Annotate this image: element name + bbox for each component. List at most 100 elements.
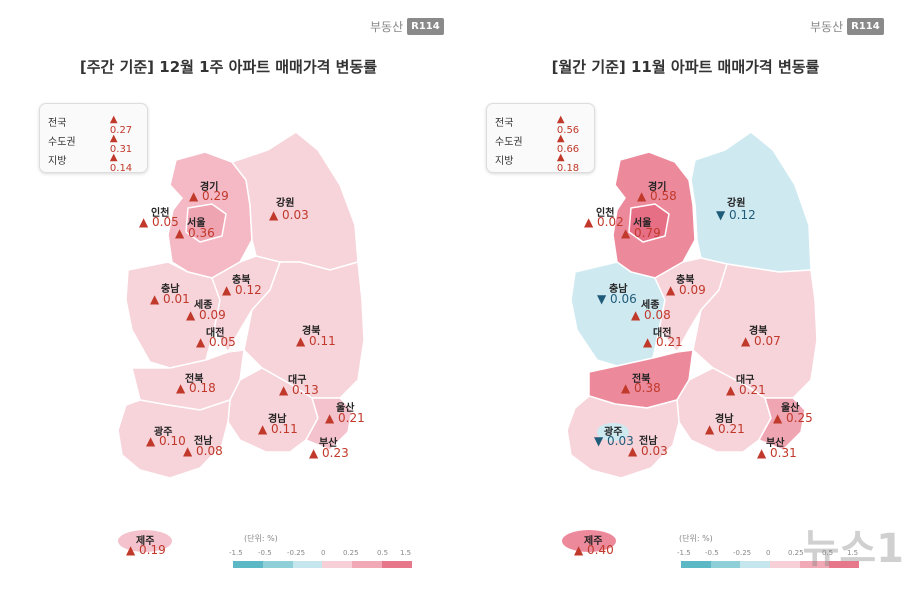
region-value: ▲ 0.31 bbox=[757, 446, 797, 460]
legend-tick: -0.5 bbox=[258, 549, 272, 557]
monthly-title: [월간 기준] 11월 아파트 매매가격 변동률 bbox=[551, 58, 820, 76]
weekly-title: [주간 기준] 12월 1주 아파트 매매가격 변동률 bbox=[79, 58, 378, 76]
region-value: ▲ 0.08 bbox=[631, 308, 671, 322]
brand-badge: R114 bbox=[847, 18, 884, 35]
map-ulsan-busan-region bbox=[757, 397, 806, 451]
legend-tick: 0.25 bbox=[788, 549, 804, 557]
region-value: ▼ 0.12 bbox=[716, 208, 756, 222]
legend-tick: 1.5 bbox=[847, 549, 859, 557]
region-label: 대전 bbox=[206, 328, 225, 339]
legend-tick: 0.25 bbox=[343, 549, 359, 557]
region-value: ▲ 0.07 bbox=[741, 334, 781, 348]
legend-tick: 1.5 bbox=[400, 549, 412, 557]
region-value: ▲ 0.58 bbox=[637, 189, 677, 203]
weekly-panel: 부동산 R114 [주간 기준] 12월 1주 아파트 매매가격 변동률 전국 ▲… bbox=[39, 18, 444, 568]
region-label: 제주 bbox=[584, 536, 603, 547]
region-value: ▲ 0.03 bbox=[628, 444, 668, 458]
map-chungnam-region bbox=[125, 261, 221, 369]
region-value: ▲ 0.21 bbox=[643, 335, 683, 349]
summary-row: 지방 ▲ 0.18 bbox=[495, 152, 580, 174]
map-gwangju-region bbox=[597, 423, 629, 441]
region-label: 경기 bbox=[200, 182, 219, 193]
region-value: ▲ 0.10 bbox=[146, 434, 186, 448]
region-label: 광주 bbox=[154, 427, 173, 438]
brand-logo: 부동산 R114 bbox=[370, 18, 444, 35]
monthly-summary-box: 전국 ▲ 0.56 수도권 ▲ 0.66 지방 ▲ 0.18 bbox=[486, 103, 595, 174]
region-label: 경북 bbox=[749, 326, 768, 337]
region-label: 충남 bbox=[609, 284, 628, 295]
region-label: 충남 bbox=[161, 284, 180, 295]
region-label: 전남 bbox=[194, 436, 213, 447]
region-label: 대구 bbox=[288, 375, 307, 386]
map-jeju-region bbox=[118, 530, 172, 552]
legend-swatch bbox=[322, 561, 353, 568]
legend-swatch bbox=[740, 561, 771, 568]
legend-tick: 0 bbox=[321, 549, 326, 557]
monthly-map bbox=[562, 131, 818, 552]
region-label: 충북 bbox=[676, 275, 695, 286]
region-value: ▲ 0.13 bbox=[279, 383, 319, 397]
legend-unit: (단위: %) bbox=[244, 534, 278, 543]
region-label: 세종 bbox=[194, 300, 213, 311]
legend-swatch bbox=[681, 561, 711, 568]
region-label: 인천 bbox=[151, 208, 170, 219]
region-value: ▲ 0.09 bbox=[186, 308, 226, 322]
legend-tick: -1.5 bbox=[677, 549, 691, 557]
region-label: 전남 bbox=[639, 436, 658, 447]
legend-unit: (단위: %) bbox=[679, 534, 713, 543]
region-value: ▲ 0.11 bbox=[296, 334, 336, 348]
legend-swatch bbox=[233, 561, 263, 568]
region-label: 충북 bbox=[232, 275, 251, 286]
region-value: ▲ 0.40 bbox=[574, 543, 614, 557]
region-value: ▲ 0.09 bbox=[666, 283, 706, 297]
region-value: ▲ 0.05 bbox=[196, 335, 236, 349]
legend-tick: 0.5 bbox=[822, 549, 834, 557]
region-value: ▲ 0.19 bbox=[126, 543, 166, 557]
map-jeonnam-region bbox=[117, 398, 231, 479]
region-value: ▲ 0.29 bbox=[189, 189, 229, 203]
region-label: 울산 bbox=[781, 403, 800, 414]
legend-swatch bbox=[262, 561, 293, 568]
legend-swatch bbox=[352, 561, 383, 568]
region-label: 광주 bbox=[604, 427, 623, 438]
region-value: ▲ 0.05 bbox=[139, 215, 179, 229]
region-label: 서울 bbox=[633, 218, 652, 229]
legend-swatch bbox=[382, 561, 412, 568]
region-label: 대구 bbox=[736, 375, 755, 386]
brand-name: 부동산 bbox=[810, 20, 844, 34]
region-label: 대전 bbox=[653, 328, 672, 339]
region-value: ▲ 0.38 bbox=[621, 381, 661, 395]
summary-row: 지방 ▲ 0.14 bbox=[48, 152, 133, 174]
map-jeju-region bbox=[562, 530, 616, 552]
region-value: ▼ 0.06 bbox=[597, 292, 637, 306]
weekly-summary-box: 전국 ▲ 0.27 수도권 ▲ 0.31 지방 ▲ 0.14 bbox=[39, 103, 148, 174]
region-value: ▲ 0.23 bbox=[309, 446, 349, 460]
legend-tick: -1.5 bbox=[229, 549, 243, 557]
brand-logo: 부동산 R114 bbox=[810, 18, 884, 35]
region-value: ▼ 0.03 bbox=[594, 434, 634, 448]
legend-tick: -0.5 bbox=[705, 549, 719, 557]
region-value: ▲ 0.21 bbox=[325, 411, 365, 425]
region-label: 경남 bbox=[268, 414, 287, 425]
legend-color-scale bbox=[233, 561, 412, 568]
map-seoul-region bbox=[185, 203, 227, 243]
region-label: 경기 bbox=[648, 182, 667, 193]
legend-swatch bbox=[710, 561, 741, 568]
legend-tick: -0.25 bbox=[287, 549, 306, 557]
summary-row: 전국 ▲ 0.56 bbox=[495, 114, 580, 136]
region-value: ▲ 0.01 bbox=[150, 292, 190, 306]
legend-color-scale bbox=[681, 561, 860, 568]
legend-swatch bbox=[799, 561, 830, 568]
region-label: 부산 bbox=[766, 438, 785, 449]
news1-watermark: 뉴스1 bbox=[802, 526, 904, 572]
legend-swatch bbox=[770, 561, 800, 568]
summary-row: 수도권 ▲ 0.31 bbox=[48, 133, 133, 155]
region-label: 세종 bbox=[641, 300, 660, 311]
region-label: 울산 bbox=[336, 403, 355, 414]
map-gangwon-region bbox=[690, 131, 812, 273]
region-value: ▲ 0.21 bbox=[726, 383, 766, 397]
legend-tick: -0.25 bbox=[733, 549, 752, 557]
region-label: 경남 bbox=[715, 414, 734, 425]
legend-tick: 0.5 bbox=[377, 549, 389, 557]
region-label: 경북 bbox=[302, 326, 321, 337]
